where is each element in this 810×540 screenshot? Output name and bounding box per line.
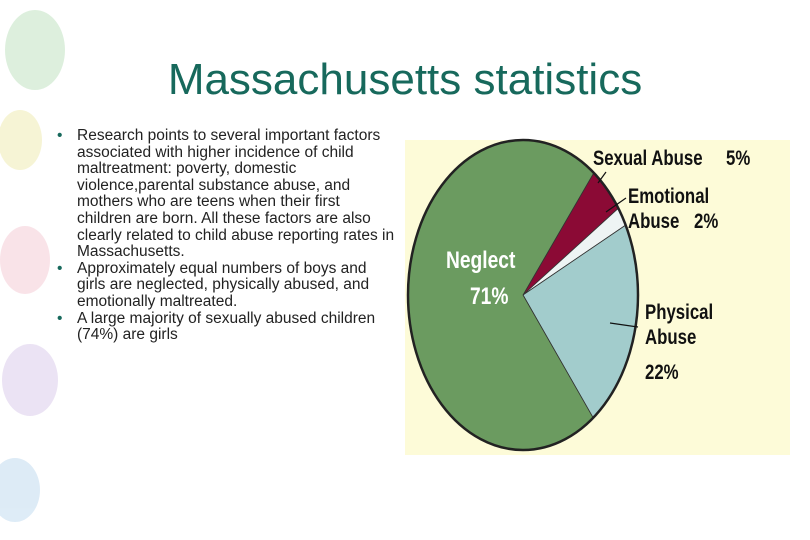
bullet: Approximately equal numbers of boys and … [55, 260, 395, 311]
slice-value-label: 22% [645, 361, 679, 384]
slice-label: Neglect [446, 247, 516, 274]
slide-title: Massachusetts statistics [167, 55, 643, 104]
background-balloons [0, 10, 65, 522]
bullet: A large majority of sexually abused chil… [55, 310, 395, 344]
slice-label: Physical Abuse [645, 301, 714, 349]
slice-value-label: 2% [694, 210, 719, 233]
pie-outline [406, 138, 640, 452]
slice-label: Emotional Abuse [628, 185, 710, 233]
slice-value-label: 71% [470, 283, 509, 310]
slice-label: Sexual Abuse [593, 147, 703, 170]
leader-lines [597, 171, 639, 328]
slice-value-label: 5% [726, 147, 751, 170]
bullet: Research points to several important fac… [55, 127, 395, 261]
bullet-list: Research points to several important fac… [55, 127, 395, 344]
